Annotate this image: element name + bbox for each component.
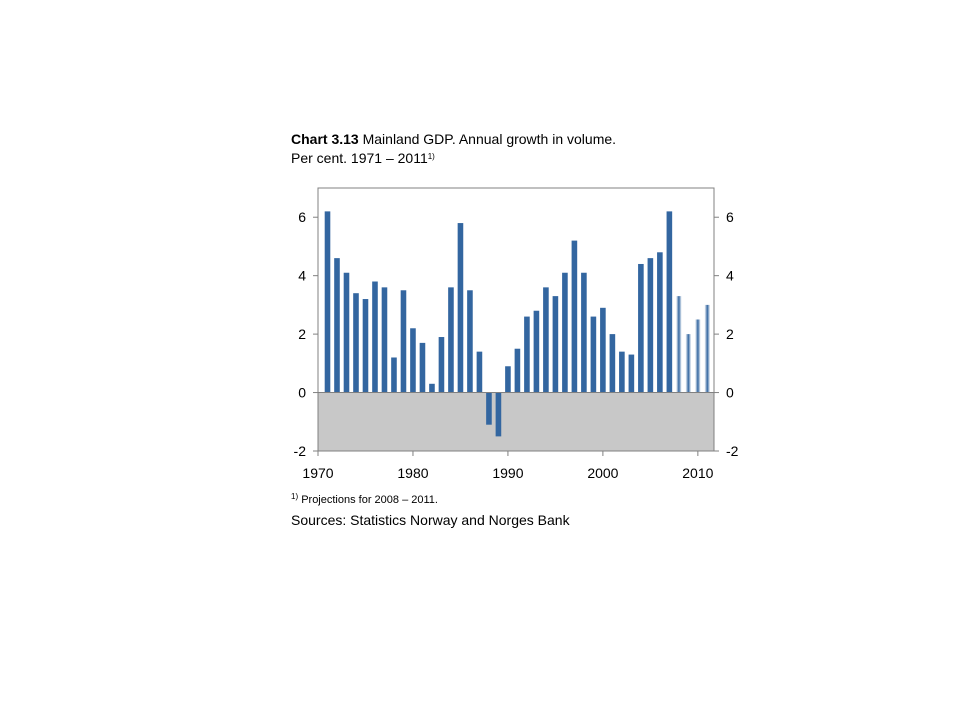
bar-1993	[533, 310, 540, 393]
bars-group	[324, 211, 711, 437]
x-tick-1980: 1980	[397, 465, 428, 481]
bar-1971	[324, 211, 331, 393]
y-tick-left--2: -2	[294, 443, 307, 459]
y-tick-right-2: 2	[726, 326, 734, 342]
bar-1989	[495, 392, 502, 437]
bar-1999	[590, 316, 597, 393]
bar-1995	[552, 296, 559, 393]
bar-1990	[505, 366, 511, 393]
x-tick-2010: 2010	[682, 465, 713, 481]
bar-2000	[600, 307, 606, 393]
bar-1998	[581, 272, 587, 393]
bar-1986	[467, 290, 473, 393]
chart-title: Chart 3.13 Mainland GDP. Annual growth i…	[291, 130, 751, 168]
bar-1980	[410, 328, 416, 393]
bar-1981	[419, 342, 426, 393]
x-tick-1970: 1970	[302, 465, 333, 481]
x-tick-1990: 1990	[492, 465, 523, 481]
y-tick-left-0: 0	[298, 385, 306, 401]
y-tick-right-0: 0	[726, 385, 734, 401]
bar-2006	[657, 252, 663, 393]
bar-1977	[381, 287, 388, 393]
y-tick-left-6: 6	[298, 209, 306, 225]
negative-region-shading	[318, 392, 714, 451]
bar-2007	[666, 211, 673, 393]
bar-1974	[353, 293, 359, 393]
bar-1985	[457, 223, 464, 393]
x-tick-2000: 2000	[587, 465, 618, 481]
bar-1979	[400, 290, 407, 393]
bar-1978	[391, 357, 397, 393]
bar-1982	[429, 383, 435, 393]
bar-1996	[562, 272, 568, 393]
bar-1983	[438, 337, 445, 393]
bar-2009	[685, 334, 692, 393]
chart-number: Chart 3.13	[291, 131, 359, 147]
y-tick-right-6: 6	[726, 209, 734, 225]
bar-1984	[448, 287, 454, 393]
bar-1973	[343, 272, 350, 393]
title-note-marker: 1)	[427, 152, 435, 161]
y-tick-left-2: 2	[298, 326, 306, 342]
footnote-marker: 1)	[291, 492, 299, 501]
bar-2005	[647, 258, 654, 393]
bar-1972	[334, 258, 340, 393]
footnote: 1) Projections for 2008 – 2011.	[291, 492, 438, 506]
bar-2003	[628, 354, 635, 393]
chart-title-line2: Per cent. 1971 – 2011	[291, 150, 428, 166]
bar-2001	[609, 334, 616, 393]
y-tick-right--2: -2	[726, 443, 739, 459]
bar-2008	[676, 296, 682, 393]
bar-1975	[362, 299, 369, 393]
bar-2004	[638, 263, 644, 393]
bar-2011	[704, 304, 711, 393]
y-tick-right-4: 4	[726, 268, 734, 284]
bar-2010	[695, 319, 701, 393]
bar-1994	[543, 287, 549, 393]
chart-title-line1: Mainland GDP. Annual growth in volume.	[362, 131, 617, 147]
bar-1987	[476, 351, 483, 393]
plot-frame	[317, 187, 715, 452]
bar-1976	[372, 281, 378, 393]
bar-2002	[619, 351, 625, 393]
bar-1997	[571, 240, 578, 393]
bar-1992	[524, 316, 530, 393]
sources-text: Sources: Statistics Norway and Norges Ba…	[291, 512, 570, 528]
ticks-group: -2 -2 0 0 2 2 4 4 6 6 1970 1980 1990 2000 2010	[294, 209, 739, 481]
footnote-text: Projections for 2008 – 2011.	[301, 494, 438, 506]
bar-1988	[486, 392, 492, 425]
bar-1991	[514, 348, 521, 393]
y-tick-left-4: 4	[298, 268, 306, 284]
